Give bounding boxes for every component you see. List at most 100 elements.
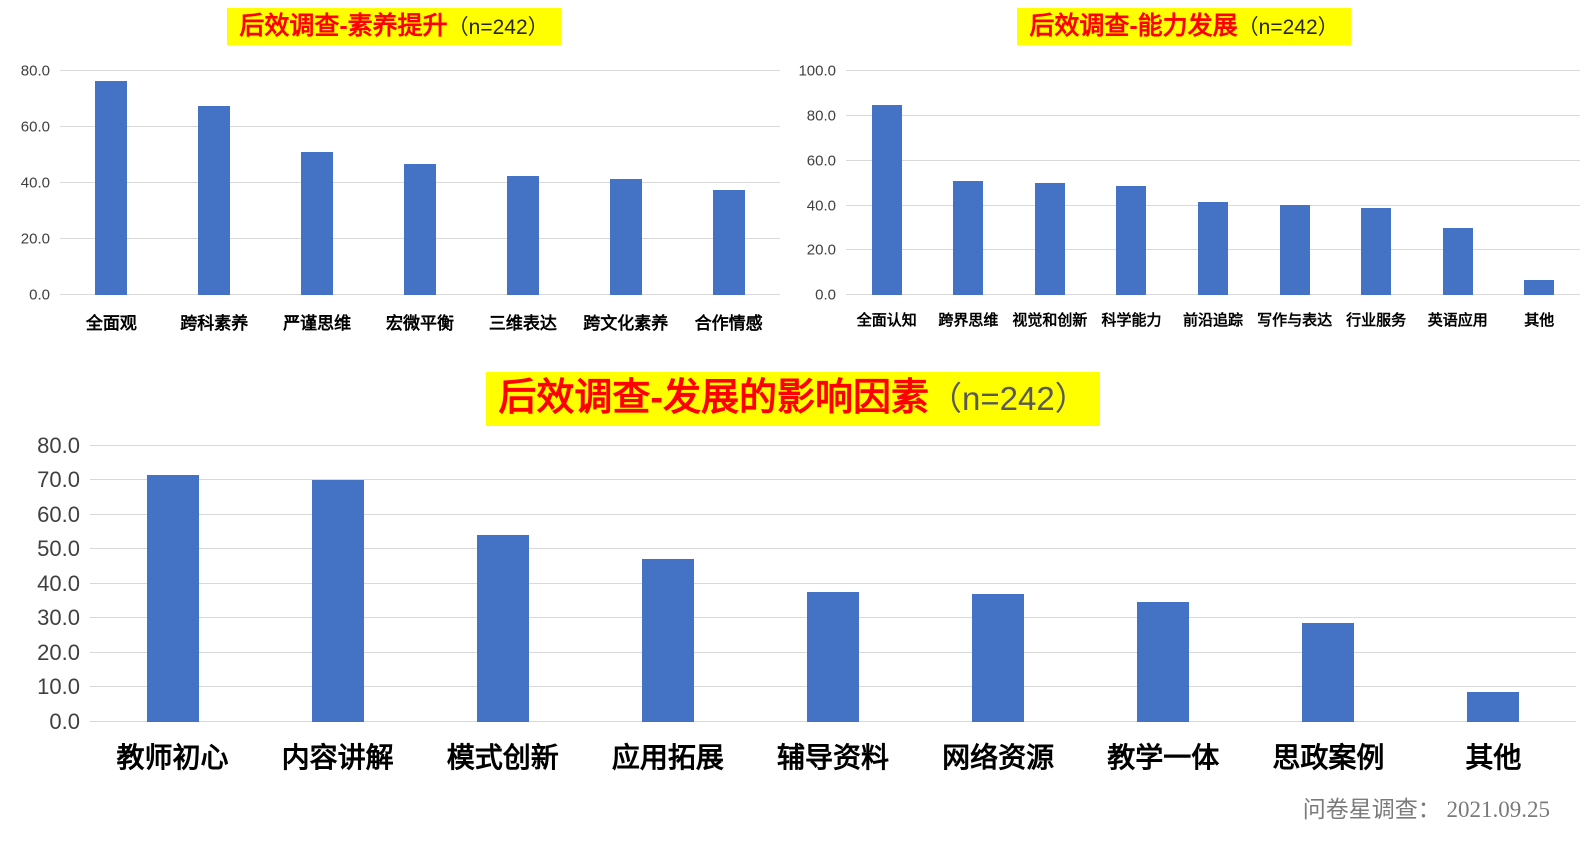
- gridline: [846, 115, 1580, 117]
- bar-其他: [1467, 692, 1520, 722]
- bar-slot: [163, 71, 266, 296]
- y-tick-label: 40.0: [806, 197, 836, 215]
- bar-slot: [1246, 446, 1411, 722]
- bar-辅导资料: [806, 592, 859, 722]
- bar-slot: [369, 71, 472, 296]
- y-axis: 0.0 20.0 40.0 60.0 80.0: [8, 63, 60, 304]
- title-text: 后效调查-发展的影响因素: [498, 377, 929, 419]
- x-axis-labels: 全面认知 跨界思维 视觉和创新 科学能力 前沿追踪 写作与表达 行业服务 英语应用 其他: [846, 295, 1580, 345]
- bar-宏微平衡: [404, 163, 436, 296]
- bar-slot: [1417, 71, 1499, 296]
- chart-yingxiang-yinsu: 后效调查-发展的影响因素（n=242） 0.0 10.0 20.0 30.0 40.0 5…: [10, 372, 1576, 784]
- title-text: 后效调查-能力发展: [1029, 12, 1238, 40]
- plot-area: [60, 70, 780, 296]
- bar-slot: [90, 446, 255, 722]
- y-tick-label: 80.0: [37, 432, 80, 458]
- bar-slot: [750, 446, 915, 722]
- x-axis-label: 模式创新: [446, 741, 559, 773]
- chart-title: 后效调查-素养提升（n=242）: [8, 8, 780, 46]
- bar-教学一体: [1137, 602, 1190, 722]
- x-axis-label: 科学能力: [1101, 312, 1162, 330]
- bar-slot: [1499, 71, 1581, 296]
- x-axis-label: 宏微平衡: [386, 314, 454, 334]
- y-tick-label: 20.0: [37, 639, 80, 665]
- chart-title: 后效调查-能力发展（n=242）: [788, 8, 1580, 46]
- bar-slot: [420, 446, 585, 722]
- title-highlight: 后效调查-能力发展（n=242）: [1017, 8, 1351, 46]
- gridline: [60, 70, 780, 72]
- y-tick-label: 40.0: [20, 174, 50, 192]
- y-tick-label: 0.0: [49, 708, 80, 734]
- y-tick-label: 80.0: [806, 107, 836, 125]
- bar-slot: [916, 446, 1081, 722]
- bar-前沿追踪: [1198, 202, 1229, 296]
- bar-slot: [846, 71, 928, 296]
- y-tick-label: 60.0: [806, 152, 836, 170]
- y-tick-label: 0.0: [29, 286, 50, 304]
- x-axis-label: 内容讲解: [281, 741, 394, 773]
- bar-slot: [255, 446, 420, 722]
- chart-nengli-fazhan: 后效调查-能力发展（n=242） 0.0 20.0 40.0 60.0 80.0 100.…: [788, 8, 1580, 345]
- y-tick-label: 10.0: [37, 674, 80, 699]
- bar-写作与表达: [1279, 204, 1310, 296]
- y-tick-label: 50.0: [37, 536, 80, 561]
- bar-slot: [1411, 446, 1576, 722]
- x-axis-label: 视觉和创新: [1012, 312, 1088, 330]
- gridline: [60, 126, 780, 128]
- x-axis-label: 跨文化素养: [583, 314, 669, 334]
- bar-slot: [1081, 446, 1246, 722]
- y-tick-label: 60.0: [20, 118, 50, 136]
- bar-三维表达: [506, 176, 539, 296]
- gridline: [90, 513, 1576, 515]
- bar-思政案例: [1302, 623, 1355, 722]
- bar-应用拓展: [641, 559, 694, 722]
- bar-slot: [471, 71, 574, 296]
- bar-模式创新: [476, 535, 529, 722]
- bar-跨界思维: [953, 181, 984, 296]
- x-axis-label: 前沿追踪: [1183, 312, 1244, 330]
- title-text: 后效调查-素养提升: [239, 12, 448, 40]
- bar-严谨思维: [301, 152, 334, 296]
- chart-plot-grid: 0.0 20.0 40.0 60.0 80.0 100.0 全面认知 跨界思维 视觉和创新 科学…: [788, 63, 1581, 345]
- gridline: [90, 548, 1576, 549]
- x-axis-label: 合作情感: [694, 314, 763, 334]
- y-tick-label: 100.0: [798, 62, 836, 80]
- x-axis-label: 教学一体: [1107, 741, 1220, 773]
- title-sample-size: （n=242）: [1237, 16, 1339, 39]
- bar-slot: [1254, 71, 1336, 296]
- bar-跨文化素养: [609, 179, 642, 296]
- y-tick-label: 20.0: [20, 230, 50, 248]
- x-axis-label: 辅导资料: [776, 741, 889, 773]
- title-highlight: 后效调查-发展的影响因素（n=242）: [486, 372, 1100, 426]
- x-axis-label: 三维表达: [488, 314, 557, 334]
- gridline: [846, 159, 1580, 161]
- y-tick-label: 80.0: [20, 62, 50, 80]
- x-axis-label: 行业服务: [1346, 312, 1407, 330]
- bar-slot: [1335, 71, 1417, 296]
- bar-视觉和创新: [1034, 183, 1065, 296]
- y-tick-label: 70.0: [37, 467, 80, 492]
- y-tick-label: 40.0: [37, 570, 80, 596]
- bar-slot: [928, 71, 1010, 296]
- x-axis-label: 其他: [1465, 741, 1522, 773]
- chart-suyang-tisheng: 后效调查-素养提升（n=242） 0.0 20.0 40.0 60.0 80.0 全面观…: [8, 8, 780, 345]
- x-axis-label: 其他: [1524, 312, 1555, 330]
- source-note: 问卷星调查： 2021.09.25: [1302, 797, 1550, 822]
- bar-全面认知: [871, 104, 902, 296]
- bar-其他: [1524, 279, 1555, 296]
- bar-英语应用: [1442, 228, 1473, 296]
- title-sample-size: （n=242）: [447, 16, 549, 39]
- bar-slot: [574, 71, 677, 296]
- bar-内容讲解: [311, 480, 364, 722]
- bar-科学能力: [1116, 185, 1147, 296]
- plot-area: [90, 444, 1576, 722]
- gridline: [90, 444, 1576, 446]
- bar-合作情感: [712, 190, 745, 296]
- title-sample-size: （n=242）: [928, 380, 1088, 417]
- bar-跨科素养: [198, 106, 231, 296]
- gridline: [90, 479, 1576, 480]
- bar-教师初心: [146, 474, 199, 722]
- chart-plot-grid: 0.0 20.0 40.0 60.0 80.0 全面观 跨科素养 严谨思维 宏微平衡 三维表达 跨…: [8, 63, 780, 345]
- y-tick-label: 60.0: [37, 501, 80, 527]
- bar-slot: [60, 71, 163, 296]
